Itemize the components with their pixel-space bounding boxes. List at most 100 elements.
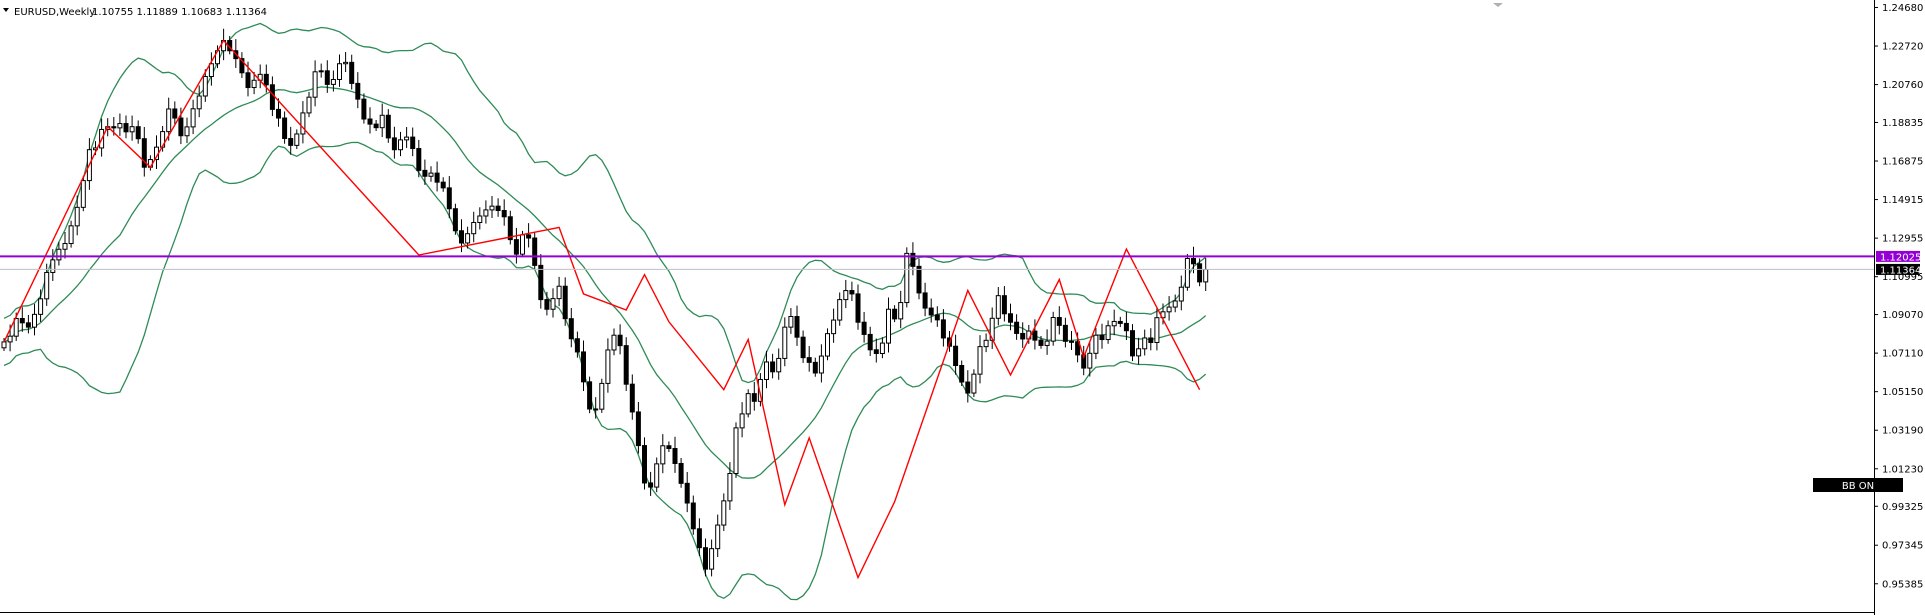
candle [1050,311,1056,346]
candle-body [678,462,684,484]
candle-body [1032,330,1038,341]
candle-body [526,234,532,239]
candle-body [617,334,623,347]
candle-body [995,295,1001,319]
candle [940,309,946,347]
candle-body [68,225,74,245]
candle [1008,303,1013,331]
candle [995,287,1001,326]
candle [135,120,141,144]
candle [1148,328,1154,351]
candle [80,175,86,212]
candle-body [1056,317,1062,326]
candle-body [556,285,562,300]
candle-body [635,411,641,447]
candle-body [1075,341,1081,356]
price-axis-label: 1.01230 [1882,464,1923,475]
candle-body [184,126,190,137]
candle-body [7,335,13,343]
candle-body [1154,317,1160,343]
candle [300,101,306,144]
candle-body [19,317,25,324]
candle-body [391,137,397,151]
candle-body [428,172,434,177]
candle [282,111,288,144]
candle-body [330,78,336,85]
candle-body [733,427,739,475]
candle-body [166,108,172,133]
candle-body [922,292,928,309]
bollinger-middle-band [3,86,1207,479]
candle [1099,323,1105,349]
candle-body [703,547,708,570]
candle-body [684,482,690,504]
candle-body [892,308,898,320]
candle [879,337,885,359]
collapse-triangle-icon[interactable] [3,8,9,12]
candle [867,326,873,356]
candle-body [111,126,117,129]
candle-body [294,133,300,146]
candle [239,52,245,78]
candle-body [861,321,867,335]
chart-shift-marker-icon[interactable] [1493,3,1503,7]
candle-body [62,243,68,250]
candle [959,360,965,387]
price-axis-label: 1.09070 [1882,310,1923,321]
candle [971,369,977,397]
candle-body [959,365,965,383]
candle-body [776,357,782,373]
candle-body [13,317,19,337]
candle-body [672,448,678,464]
candle-body [495,205,501,211]
candle-body [1105,325,1111,341]
candle-body [916,265,922,294]
candle-body [642,445,647,484]
hline-price-tag: 1.12025 [1880,252,1921,263]
candle [892,305,898,323]
candle [989,307,995,349]
candle [1038,335,1044,349]
price-axis-label: 1.05150 [1882,387,1923,398]
candle [1142,329,1148,356]
candle [129,115,135,141]
price-axis-label: 0.97345 [1882,541,1923,552]
candle [62,232,68,259]
candle-body [800,336,806,359]
candle-body [343,61,349,65]
candle [532,232,538,271]
candle-body [434,172,440,183]
candle [385,109,391,143]
bb-on-badge[interactable]: BB ON [1813,478,1903,492]
candle-body [1111,320,1117,327]
candle [672,436,678,473]
candle [770,353,776,379]
candle [324,60,330,93]
candle [343,52,349,73]
candle-body [361,98,367,120]
price-axis-label: 0.95385 [1882,579,1923,590]
symbol-timeframe-label: EURUSD,Weekly [14,7,95,18]
candle [666,441,672,453]
candle [690,495,696,535]
candle [617,324,623,355]
candle-body [629,383,635,413]
candle-body [269,84,275,110]
candle [1117,316,1123,328]
bb-on-badge-bg [1813,478,1903,492]
candle-body [245,72,251,89]
candle-body [25,322,31,328]
candle [306,91,312,118]
candle [1154,307,1160,351]
candle [477,207,483,230]
candle [1044,329,1050,355]
candle-body [782,326,788,359]
candle-body [904,252,910,304]
price-axis-label: 1.07110 [1882,349,1923,360]
candle-body [1184,257,1190,288]
candle-body [446,187,452,210]
candle-body [867,333,873,351]
